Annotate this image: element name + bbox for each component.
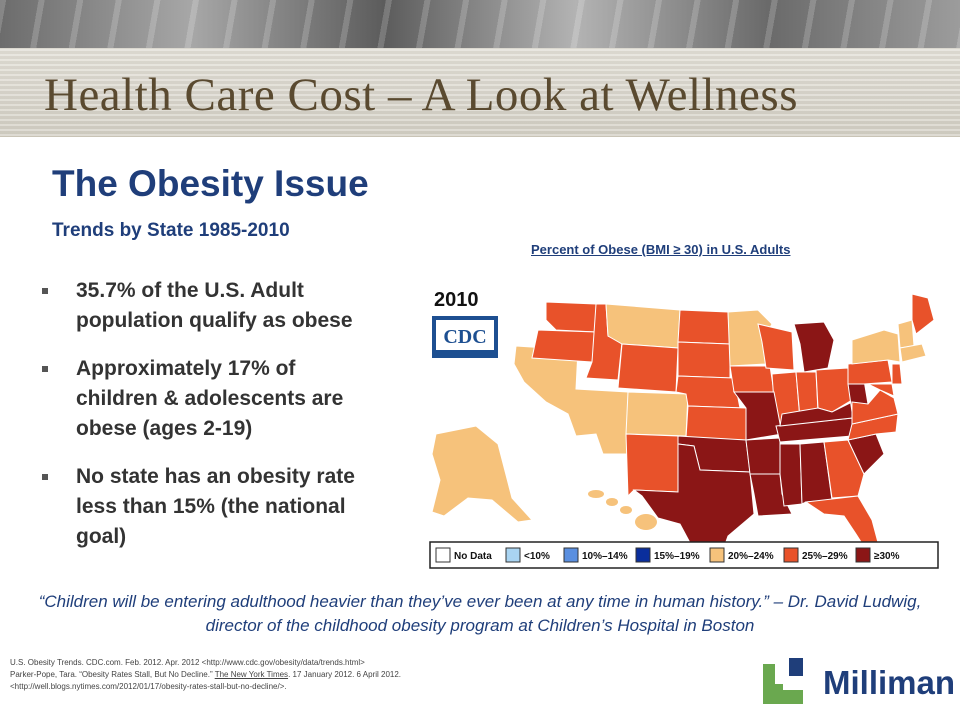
state-maine: [911, 293, 935, 335]
legend-item: ≥30%: [855, 547, 900, 563]
milliman-logo: Milliman: [763, 658, 955, 710]
bullet-item: No state has an obesity rate less than 1…: [40, 462, 380, 552]
state-oregon: [531, 329, 597, 363]
bullet-item: 35.7% of the U.S. Adult population quali…: [40, 276, 380, 336]
legend-item: <10%: [505, 547, 550, 563]
state-hawaii: [588, 490, 657, 530]
milliman-logo-mark-icon: [763, 658, 809, 704]
milliman-logo-text: Milliman: [823, 664, 956, 701]
state-montana: [605, 303, 681, 349]
state-new-jersey: [891, 363, 903, 385]
state-georgia: [823, 439, 865, 499]
state-new-york: [851, 329, 901, 365]
state-maryland: [867, 383, 895, 397]
legend-item: 20%–24%: [709, 547, 774, 563]
legend-label: 15%–19%: [654, 551, 700, 562]
title-band: [0, 48, 960, 137]
bullet-square-icon: [42, 474, 48, 480]
cdc-logo-text: CDC: [443, 326, 486, 348]
footnote-text: Parker-Pope, Tara. “Obesity Rates Stall,…: [10, 670, 215, 679]
state-wyoming: [617, 343, 679, 393]
cdc-logo: CDC: [432, 316, 498, 358]
legend-item: 15%–19%: [635, 547, 700, 563]
legend-swatch: [855, 547, 871, 563]
footnote-line: <http://well.blogs.nytimes.com/2012/01/1…: [10, 682, 287, 691]
state-kansas: [685, 405, 747, 441]
footnote-link[interactable]: The New York Times: [214, 670, 289, 679]
state-virginia: [851, 389, 899, 425]
legend-swatch: [709, 547, 725, 563]
footnote-text: . 17 January 2012. 6 April 2012.: [288, 670, 402, 679]
map-year-label: 2010: [434, 289, 479, 311]
legend-swatch: [783, 547, 799, 563]
state-vermont-new-hampshire: [897, 319, 915, 349]
legend-swatch: [435, 547, 451, 563]
state-western-block: [513, 345, 629, 455]
state-north-dakota: [677, 309, 731, 345]
map-caption: Percent of Obese (BMI ≥ 30) in U.S. Adul…: [531, 242, 791, 257]
state-michigan: [793, 321, 835, 373]
legend-label: ≥30%: [874, 551, 900, 562]
obesity-map-panel: 2010 CDC: [428, 284, 940, 574]
state-mississippi: [779, 443, 803, 507]
map-legend: No Data <10% 10%–14% 15%–19% 20%–24% 25%…: [429, 541, 939, 569]
footnotes: U.S. Obesity Trends. CDC.com. Feb. 2012.…: [10, 657, 610, 693]
state-ohio: [815, 367, 853, 413]
page-title: Health Care Cost – A Look at Wellness: [44, 69, 798, 121]
legend-swatch: [505, 547, 521, 563]
legend-swatch: [635, 547, 651, 563]
quote-text: “Children will be entering adulthood hea…: [38, 592, 922, 635]
legend-label: No Data: [454, 551, 492, 562]
legend-item: No Data: [435, 547, 492, 563]
us-obesity-map: 2010 CDC: [429, 289, 939, 569]
state-south-dakota: [677, 341, 731, 379]
bullet-square-icon: [42, 288, 48, 294]
legend-label: 20%–24%: [728, 551, 774, 562]
bullet-square-icon: [42, 366, 48, 372]
section-subtitle: Trends by State 1985-2010: [52, 220, 290, 241]
legend-item: 25%–29%: [783, 547, 848, 563]
state-wisconsin: [757, 323, 795, 371]
state-washington: [545, 301, 597, 333]
bullet-list: 35.7% of the U.S. Adult population quali…: [40, 276, 380, 570]
legend-label: <10%: [524, 551, 550, 562]
header-photo-banner: [0, 0, 960, 48]
legend-label: 25%–29%: [802, 551, 848, 562]
bullet-item: Approximately 17% of children & adolesce…: [40, 354, 380, 444]
state-arkansas: [745, 437, 781, 475]
legend-item: 10%–14%: [563, 547, 628, 563]
bullet-text: Approximately 17% of children & adolesce…: [76, 357, 344, 440]
state-new-mexico: [625, 433, 679, 498]
bullet-text: 35.7% of the U.S. Adult population quali…: [76, 279, 353, 332]
state-iowa: [729, 365, 775, 393]
footnote-line: Parker-Pope, Tara. “Obesity Rates Stall,…: [10, 669, 610, 681]
bullet-text: No state has an obesity rate less than 1…: [76, 465, 355, 548]
section-title: The Obesity Issue: [52, 163, 369, 204]
state-alaska: [431, 425, 534, 523]
legend-label: 10%–14%: [582, 551, 628, 562]
legend-swatch: [563, 547, 579, 563]
state-colorado: [625, 391, 689, 437]
state-missouri: [733, 391, 783, 441]
footnote-line: U.S. Obesity Trends. CDC.com. Feb. 2012.…: [10, 658, 365, 667]
state-massachusetts-ct-ri: [899, 343, 927, 363]
